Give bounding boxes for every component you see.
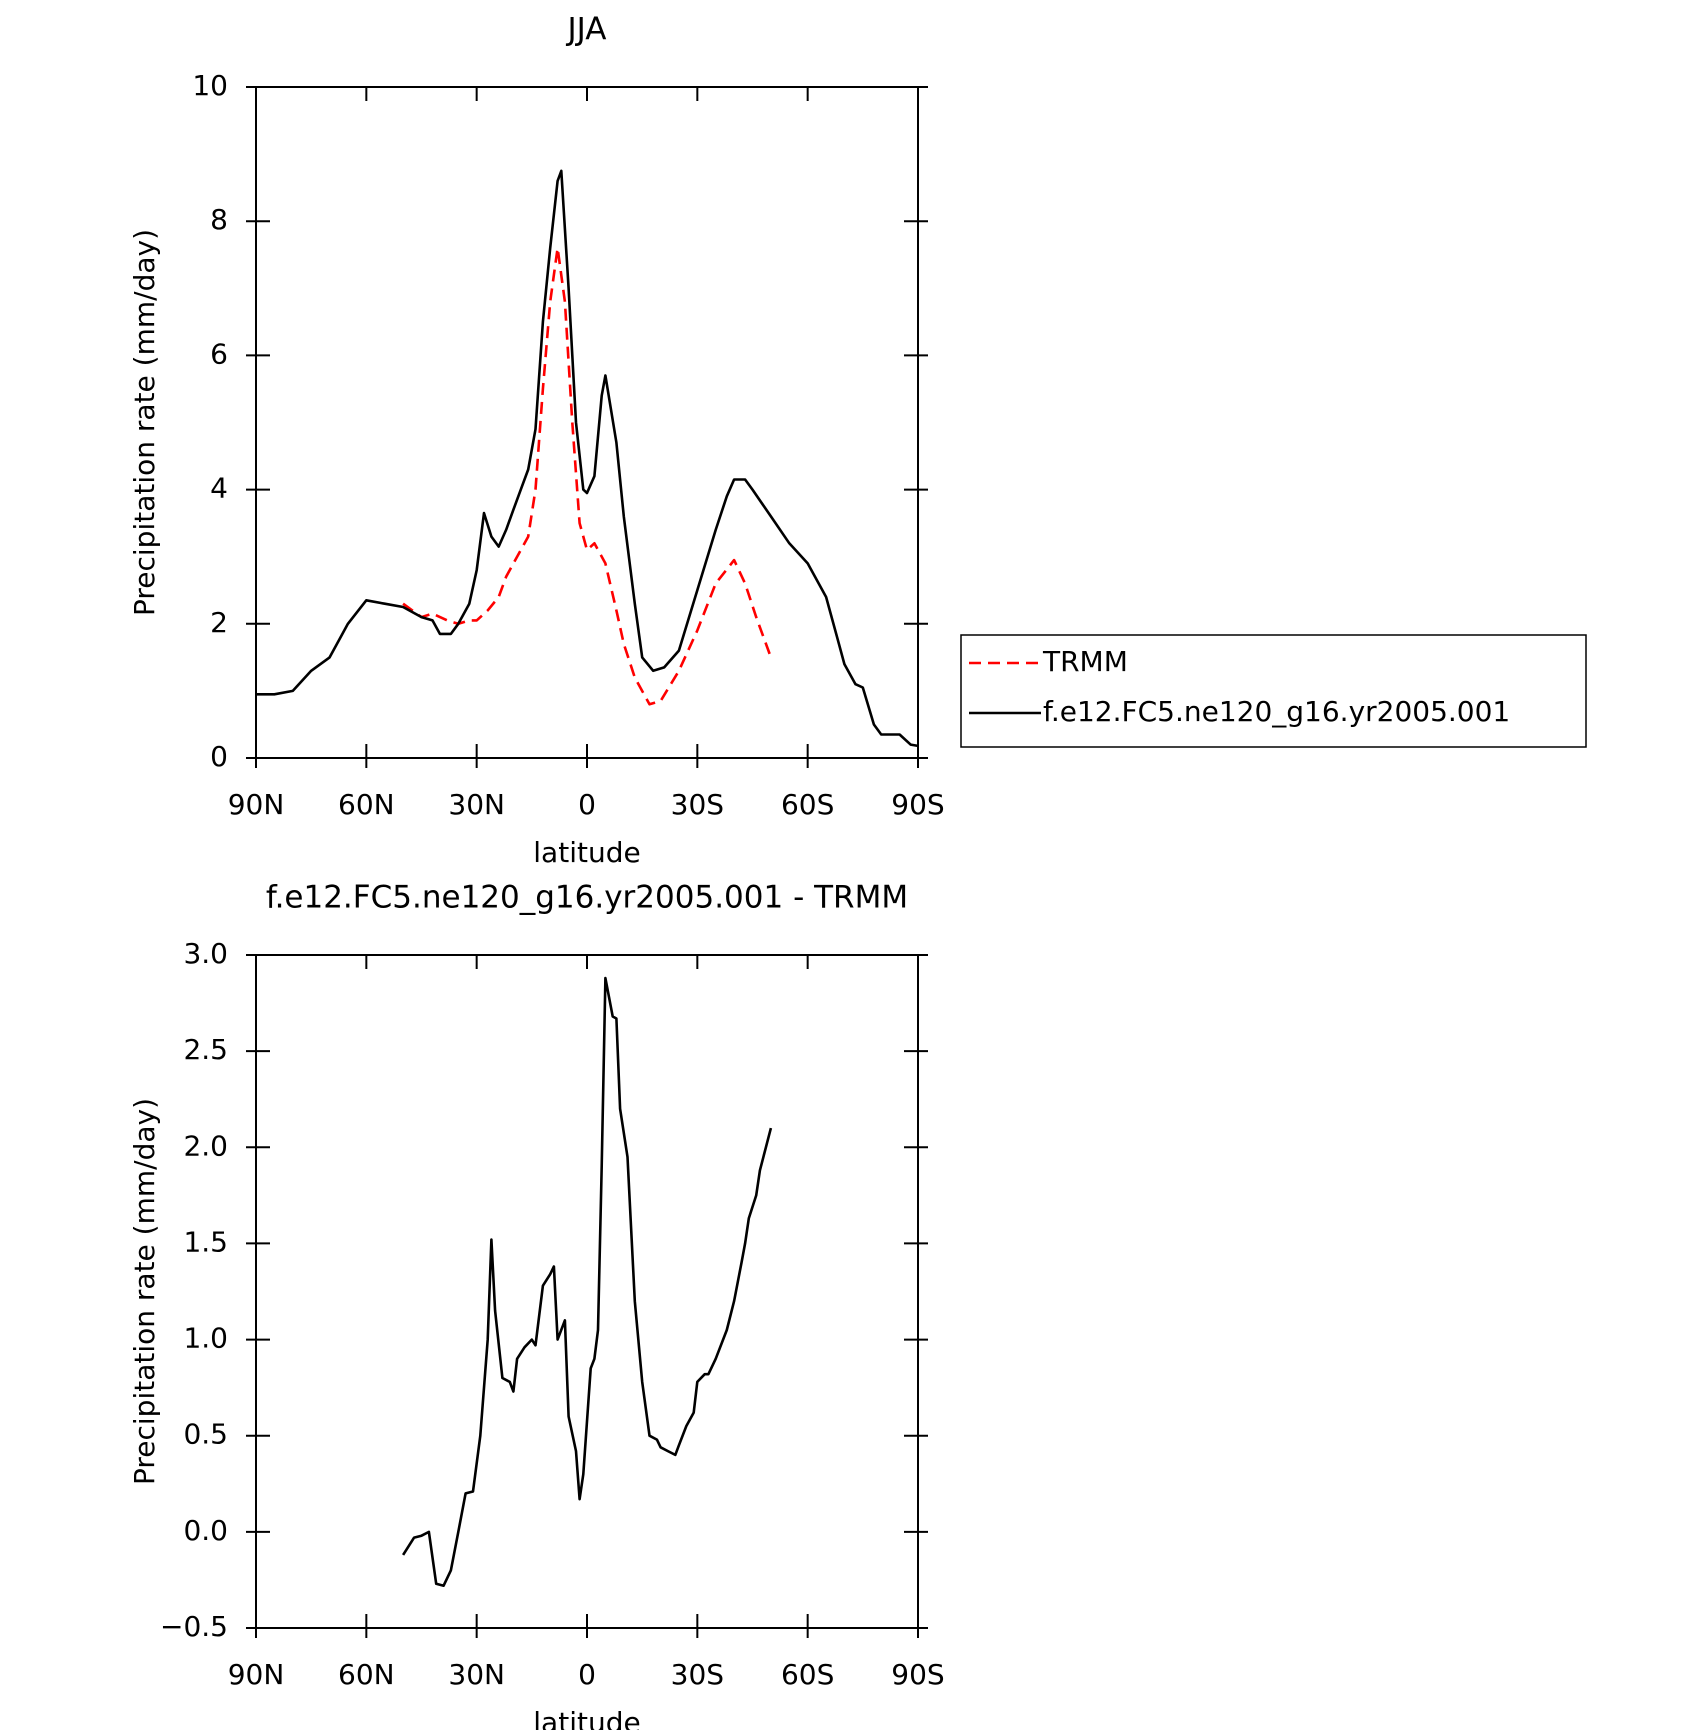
x-tick-label: 90S: [891, 788, 944, 821]
x-tick-label: 30S: [671, 1658, 724, 1691]
legend-label: TRMM: [1042, 645, 1128, 678]
x-axis-label: latitude: [533, 836, 640, 869]
y-tick-label: 1.5: [183, 1225, 228, 1258]
data-line: [402, 976, 773, 1587]
y-axis-label: Precipitation rate (mm/day): [128, 229, 161, 616]
legend-label: f.e12.FC5.ne120_g16.yr2005.001: [1043, 695, 1510, 728]
y-tick-label: 1.0: [183, 1322, 228, 1355]
x-tick-label: 90N: [228, 788, 285, 821]
y-tick-label: 2.5: [183, 1033, 228, 1066]
y-tick-label: 2.0: [183, 1129, 228, 1162]
x-tick-label: 30N: [448, 788, 505, 821]
data-line: [402, 246, 773, 706]
y-tick-label: −0.5: [160, 1610, 228, 1643]
x-tick-label: 0: [578, 1658, 596, 1691]
y-tick-label: 0: [210, 740, 228, 773]
plot-frame: [255, 954, 919, 1629]
x-tick-label: 90S: [891, 1658, 944, 1691]
y-tick-label: 3.0: [183, 937, 228, 970]
y-tick-label: 6: [210, 337, 228, 370]
y-tick-label: 2: [210, 606, 228, 639]
x-tick-label: 30N: [448, 1658, 505, 1691]
plot-frame: [255, 86, 919, 759]
y-axis-label: Precipitation rate (mm/day): [128, 1098, 161, 1485]
x-tick-label: 60N: [338, 1658, 395, 1691]
x-axis-label: latitude: [533, 1706, 640, 1730]
x-tick-label: 0: [578, 788, 596, 821]
x-tick-label: 60S: [781, 788, 834, 821]
y-tick-label: 8: [210, 203, 228, 236]
data-line: [256, 169, 919, 748]
legend-box: [960, 634, 1587, 748]
y-tick-label: 0.0: [183, 1514, 228, 1547]
chart-title: f.e12.FC5.ne120_g16.yr2005.001 - TRMM: [266, 880, 908, 916]
x-tick-label: 90N: [228, 1658, 285, 1691]
y-tick-label: 10: [192, 69, 228, 102]
x-tick-label: 60S: [781, 1658, 834, 1691]
chart-title: JJA: [566, 12, 607, 48]
y-tick-label: 0.5: [183, 1418, 228, 1451]
x-tick-label: 60N: [338, 788, 395, 821]
x-tick-label: 30S: [671, 788, 724, 821]
y-tick-label: 4: [210, 472, 228, 505]
